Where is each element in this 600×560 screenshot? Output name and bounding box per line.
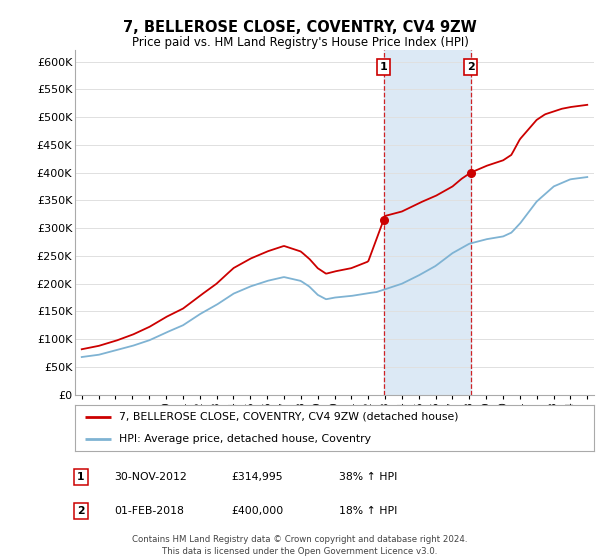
Text: 18% ↑ HPI: 18% ↑ HPI — [339, 506, 397, 516]
Text: HPI: Average price, detached house, Coventry: HPI: Average price, detached house, Cove… — [119, 434, 371, 444]
Text: 1: 1 — [380, 62, 388, 72]
Text: 2: 2 — [77, 506, 85, 516]
Text: 2: 2 — [467, 62, 475, 72]
Text: Price paid vs. HM Land Registry's House Price Index (HPI): Price paid vs. HM Land Registry's House … — [131, 36, 469, 49]
Text: £400,000: £400,000 — [231, 506, 283, 516]
Text: 7, BELLEROSE CLOSE, COVENTRY, CV4 9ZW: 7, BELLEROSE CLOSE, COVENTRY, CV4 9ZW — [123, 20, 477, 35]
Text: £314,995: £314,995 — [231, 472, 283, 482]
Text: 7, BELLEROSE CLOSE, COVENTRY, CV4 9ZW (detached house): 7, BELLEROSE CLOSE, COVENTRY, CV4 9ZW (d… — [119, 412, 458, 422]
Bar — [383, 50, 471, 395]
Text: 1: 1 — [77, 472, 85, 482]
Text: 01-FEB-2018: 01-FEB-2018 — [114, 506, 184, 516]
Text: 30-NOV-2012: 30-NOV-2012 — [114, 472, 187, 482]
Text: Contains HM Land Registry data © Crown copyright and database right 2024.
This d: Contains HM Land Registry data © Crown c… — [132, 535, 468, 556]
Text: 38% ↑ HPI: 38% ↑ HPI — [339, 472, 397, 482]
